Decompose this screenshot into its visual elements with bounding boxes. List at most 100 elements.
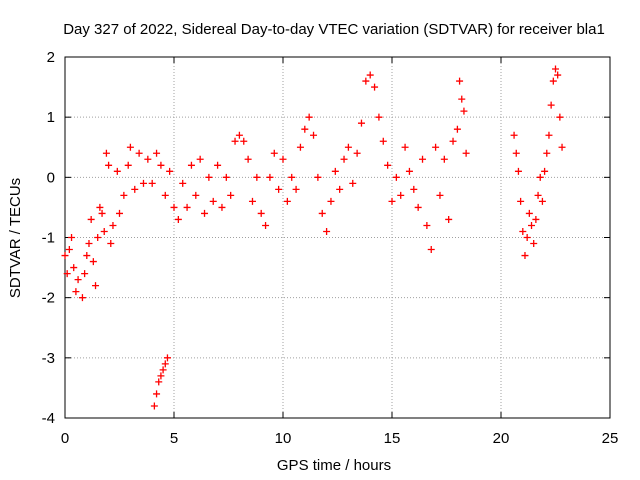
data-point-plus bbox=[427, 246, 435, 254]
data-point-plus bbox=[545, 131, 553, 139]
data-point-plus bbox=[534, 191, 542, 199]
data-point-plus bbox=[70, 264, 78, 272]
data-point-plus bbox=[556, 113, 564, 121]
data-point-plus bbox=[65, 246, 73, 254]
y-tick-label: -3 bbox=[42, 350, 55, 367]
data-point-plus bbox=[419, 155, 427, 163]
data-point-plus bbox=[331, 167, 339, 175]
data-point-plus bbox=[414, 203, 422, 211]
data-point-plus bbox=[547, 101, 555, 109]
data-point-plus bbox=[63, 270, 71, 278]
data-point-plus bbox=[349, 179, 357, 187]
x-axis-label: GPS time / hours bbox=[277, 457, 391, 474]
data-point-plus bbox=[449, 137, 457, 145]
data-point-plus bbox=[159, 366, 167, 374]
data-point-plus bbox=[227, 191, 235, 199]
x-tick-label: 5 bbox=[170, 430, 178, 447]
data-point-plus bbox=[384, 161, 392, 169]
data-point-plus bbox=[292, 185, 300, 193]
data-point-plus bbox=[445, 215, 453, 223]
data-point-plus bbox=[161, 191, 169, 199]
data-point-plus bbox=[523, 234, 531, 241]
data-point-plus bbox=[148, 179, 156, 187]
data-point-plus bbox=[310, 131, 318, 139]
data-point-plus bbox=[296, 143, 304, 151]
data-point-plus bbox=[270, 149, 278, 157]
data-point-plus bbox=[81, 270, 89, 278]
data-point-plus bbox=[379, 137, 387, 145]
data-point-plus bbox=[517, 197, 525, 205]
data-point-plus bbox=[288, 173, 296, 181]
data-point-plus bbox=[318, 209, 326, 217]
data-point-plus bbox=[92, 282, 100, 290]
data-point-plus bbox=[144, 155, 152, 163]
grid-lines bbox=[65, 57, 610, 418]
data-point-plus bbox=[218, 203, 226, 211]
data-point-plus bbox=[460, 107, 468, 115]
data-point-plus bbox=[530, 240, 538, 248]
data-point-plus bbox=[179, 179, 187, 187]
data-point-plus bbox=[283, 197, 291, 205]
data-point-plus bbox=[157, 161, 165, 169]
data-point-plus bbox=[153, 390, 161, 398]
y-tick-label: -4 bbox=[42, 410, 55, 427]
data-point-plus bbox=[187, 161, 195, 169]
data-points bbox=[61, 65, 566, 410]
data-point-plus bbox=[74, 276, 82, 284]
data-point-plus bbox=[388, 197, 396, 205]
data-point-plus bbox=[124, 161, 132, 169]
data-point-plus bbox=[240, 137, 248, 145]
data-point-plus bbox=[253, 173, 261, 181]
data-point-plus bbox=[432, 143, 440, 151]
x-tick-label: 10 bbox=[275, 430, 292, 447]
data-point-plus bbox=[344, 143, 352, 151]
data-point-plus bbox=[536, 173, 544, 181]
data-point-plus bbox=[521, 252, 529, 260]
data-point-plus bbox=[327, 197, 335, 205]
chart-title: Day 327 of 2022, Sidereal Day-to-day VTE… bbox=[63, 21, 605, 38]
data-point-plus bbox=[554, 71, 562, 79]
data-point-plus bbox=[257, 209, 265, 217]
data-point-plus bbox=[116, 209, 123, 217]
data-point-plus bbox=[423, 221, 431, 229]
x-tick-label: 20 bbox=[493, 430, 510, 447]
data-point-plus bbox=[183, 203, 191, 211]
data-point-plus bbox=[214, 161, 222, 169]
data-point-plus bbox=[510, 131, 518, 139]
data-point-plus bbox=[78, 294, 86, 302]
data-point-plus bbox=[235, 131, 243, 139]
y-tick-label: 1 bbox=[47, 109, 55, 126]
data-point-plus bbox=[170, 203, 178, 211]
data-point-plus bbox=[301, 125, 309, 133]
x-tick-label: 25 bbox=[602, 430, 619, 447]
y-tick-label: 2 bbox=[47, 49, 55, 66]
data-point-plus bbox=[150, 402, 158, 410]
data-point-plus bbox=[244, 155, 252, 163]
data-point-plus bbox=[94, 234, 102, 241]
data-point-plus bbox=[456, 77, 464, 85]
y-tick-label: -2 bbox=[42, 290, 55, 307]
axis-ticks: 0 5 10 15 20 25 -4 -3 -2 -1 0 1 2 bbox=[42, 49, 619, 447]
data-point-plus bbox=[353, 149, 361, 157]
data-point-plus bbox=[405, 167, 413, 175]
data-point-plus bbox=[61, 252, 69, 260]
data-point-plus bbox=[96, 203, 104, 211]
data-point-plus bbox=[163, 354, 171, 362]
data-point-plus bbox=[519, 227, 527, 235]
data-point-plus bbox=[357, 119, 365, 127]
data-point-plus bbox=[105, 161, 113, 169]
data-point-plus bbox=[262, 221, 270, 229]
data-point-plus bbox=[196, 155, 204, 163]
data-point-plus bbox=[192, 191, 200, 199]
data-point-plus bbox=[231, 137, 239, 145]
data-point-plus bbox=[440, 155, 448, 163]
data-point-plus bbox=[558, 143, 566, 151]
data-point-plus bbox=[462, 149, 470, 157]
y-tick-label: 0 bbox=[47, 169, 55, 186]
y-axis-label: SDTVAR / TECUs bbox=[7, 178, 24, 298]
data-point-plus bbox=[392, 173, 400, 181]
data-point-plus bbox=[100, 227, 108, 235]
data-point-plus bbox=[153, 149, 161, 157]
data-point-plus bbox=[410, 185, 418, 193]
data-point-plus bbox=[209, 197, 217, 205]
